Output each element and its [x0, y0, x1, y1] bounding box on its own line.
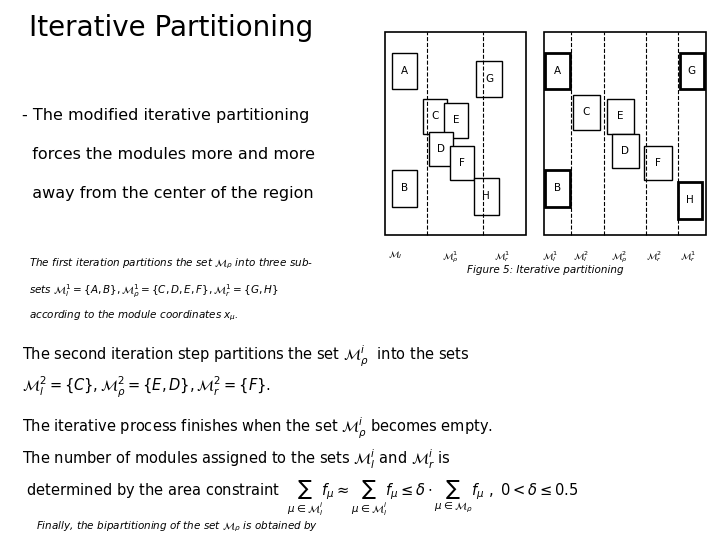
Bar	[680, 53, 704, 89]
Text: E: E	[453, 116, 459, 125]
Text: D: D	[436, 144, 445, 154]
Bar	[607, 99, 634, 134]
Text: The iterative process finishes when the set $\mathcal{M}^i_\rho$ becomes empty.: The iterative process finishes when the …	[22, 416, 492, 441]
Bar	[392, 53, 418, 89]
Text: The number of modules assigned to the sets $\mathcal{M}^i_l$ and $\mathcal{M}^i_: The number of modules assigned to the se…	[22, 448, 450, 471]
Text: H: H	[482, 191, 490, 201]
Bar	[678, 183, 703, 219]
Text: C: C	[583, 107, 590, 117]
Text: B: B	[554, 183, 561, 193]
Text: A: A	[401, 66, 408, 76]
Text: G: G	[485, 74, 493, 84]
Text: B: B	[401, 183, 408, 193]
Text: Figure 5: Iterative partitioning: Figure 5: Iterative partitioning	[467, 265, 624, 275]
Bar	[392, 170, 418, 206]
Text: F: F	[459, 158, 464, 168]
Text: F: F	[655, 158, 661, 168]
Text: $\mathcal{M}^1_r$: $\mathcal{M}^1_r$	[680, 249, 696, 264]
Text: $\mathcal{M}^2_r$: $\mathcal{M}^2_r$	[646, 249, 662, 264]
Text: A: A	[554, 66, 561, 76]
Bar	[474, 178, 499, 215]
Text: according to the module coordinates $x_\mu$.: according to the module coordinates $x_\…	[29, 308, 238, 323]
Text: away from the center of the region: away from the center of the region	[22, 186, 313, 201]
Text: E: E	[617, 111, 624, 122]
Bar	[545, 53, 570, 89]
Text: $\mathcal{M}^2_\rho$: $\mathcal{M}^2_\rho$	[611, 249, 628, 265]
Text: The second iteration step partitions the set $\mathcal{M}^i_\rho$  into the sets: The second iteration step partitions the…	[22, 344, 469, 369]
Bar	[477, 61, 502, 97]
Bar	[444, 103, 468, 138]
Bar	[545, 170, 570, 206]
Text: H: H	[686, 195, 694, 206]
Bar	[423, 99, 447, 134]
Text: $\mathcal{M}_l$: $\mathcal{M}_l$	[388, 249, 402, 261]
Text: determined by the area constraint  $\sum_{\mu \in \mathcal{M}^i_l} f_\mu \approx: determined by the area constraint $\sum_…	[22, 479, 578, 518]
Text: $\mathcal{M}^1_l$: $\mathcal{M}^1_l$	[542, 249, 558, 264]
Text: - The modified iterative partitioning: - The modified iterative partitioning	[22, 108, 309, 123]
Bar	[612, 133, 639, 168]
Text: forces the modules more and more: forces the modules more and more	[22, 147, 315, 162]
Text: C: C	[431, 111, 438, 122]
Text: The first iteration partitions the set $\mathcal{M}_\rho$ into three sub-: The first iteration partitions the set $…	[29, 256, 312, 271]
Bar	[544, 32, 706, 235]
Bar	[644, 146, 672, 180]
Text: Iterative Partitioning: Iterative Partitioning	[29, 14, 313, 42]
Text: D: D	[621, 146, 629, 156]
Text: $\mathcal{M}^2_l$: $\mathcal{M}^2_l$	[573, 249, 589, 264]
Text: sets $\mathcal{M}^1_l = \{A,B\}, \mathcal{M}^1_\rho = \{C,D,E,F\}, \mathcal{M}^1: sets $\mathcal{M}^1_l = \{A,B\}, \mathca…	[29, 282, 279, 300]
Text: $\mathcal{M}^1_r$: $\mathcal{M}^1_r$	[494, 249, 510, 264]
Text: $\mathcal{M}^1_\rho$: $\mathcal{M}^1_\rho$	[441, 249, 458, 265]
Bar	[450, 146, 474, 180]
Bar	[385, 32, 526, 235]
Text: $\mathcal{M}^2_l = \{C\}, \mathcal{M}^2_\rho = \{E,D\}, \mathcal{M}^2_r = \{F\}.: $\mathcal{M}^2_l = \{C\}, \mathcal{M}^2_…	[22, 375, 271, 400]
Bar	[573, 95, 600, 130]
Text: Finally, the bipartitioning of the set $\mathcal{M}_\rho$ is obtained by: Finally, the bipartitioning of the set $…	[36, 520, 318, 535]
Bar	[428, 132, 453, 166]
Text: G: G	[688, 66, 696, 76]
